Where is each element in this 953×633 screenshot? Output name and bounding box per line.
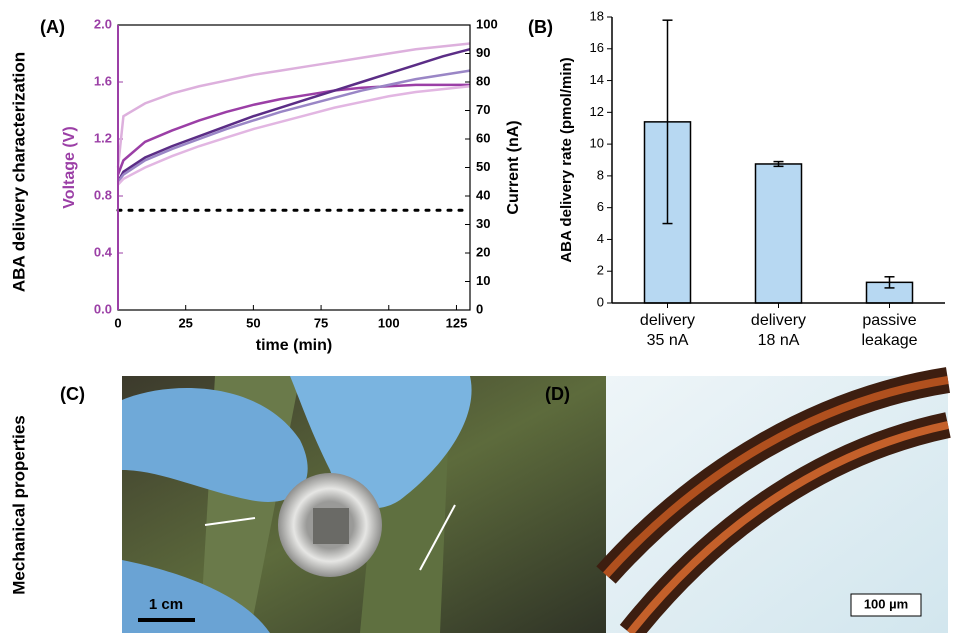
y2-tick-label: 90 bbox=[476, 45, 490, 60]
series-line bbox=[117, 85, 471, 186]
x-tick-label: passive leakage bbox=[861, 312, 918, 349]
y-tick-label: 14 bbox=[590, 72, 604, 87]
panel-label: (A) bbox=[40, 17, 65, 37]
y2-tick-label: 0 bbox=[476, 301, 483, 316]
y-tick-label: 0 bbox=[597, 294, 604, 309]
panel-label: (D) bbox=[545, 384, 570, 404]
y2-tick-label: 70 bbox=[476, 102, 490, 117]
y-axis-label: Voltage (V) bbox=[61, 126, 78, 208]
y2-tick-label: 100 bbox=[476, 16, 498, 31]
x-tick-label: 100 bbox=[378, 315, 400, 330]
y2-tick-label: 50 bbox=[476, 159, 490, 174]
y-tick-label: 12 bbox=[590, 104, 604, 119]
x-tick-label: delivery 18 nA bbox=[750, 312, 807, 349]
x-tick-label: 0 bbox=[114, 315, 121, 330]
y-tick-label: 0.0 bbox=[94, 301, 112, 316]
bar bbox=[754, 163, 803, 304]
row-label: Mechanical properties bbox=[9, 415, 28, 595]
x-tick-label: 125 bbox=[446, 315, 468, 330]
series-line bbox=[117, 69, 471, 183]
y-tick-label: 1.2 bbox=[94, 130, 112, 145]
y-tick-label: 6 bbox=[597, 199, 604, 214]
y-tick-label: 18 bbox=[590, 8, 604, 23]
y2-tick-label: 80 bbox=[476, 73, 490, 88]
series-line bbox=[116, 48, 471, 183]
y2-tick-label: 30 bbox=[476, 216, 490, 231]
y-tick-label: 16 bbox=[590, 40, 604, 55]
y2-axis-label: Current (nA) bbox=[505, 120, 522, 214]
y-axis-label: ABA delivery rate (pmol/min) bbox=[558, 57, 575, 262]
y2-tick-label: 10 bbox=[476, 273, 490, 288]
row-label: ABA delivery characterization bbox=[9, 52, 28, 292]
y2-tick-label: 40 bbox=[476, 187, 490, 202]
y-tick-label: 4 bbox=[597, 231, 604, 246]
panel-label: (B) bbox=[528, 17, 553, 37]
y-tick-label: 2.0 bbox=[94, 16, 112, 31]
y-tick-label: 0.8 bbox=[94, 187, 112, 202]
scale-bar-label: 100 µm bbox=[864, 596, 908, 611]
photo-c bbox=[122, 376, 611, 633]
x-tick-label: 75 bbox=[314, 315, 328, 330]
y-tick-label: 1.6 bbox=[94, 73, 112, 88]
y-tick-label: 0.4 bbox=[94, 244, 113, 259]
panel-label: (C) bbox=[60, 384, 85, 404]
y-tick-label: 10 bbox=[590, 136, 604, 151]
series-line bbox=[116, 42, 471, 168]
x-axis-label: time (min) bbox=[256, 337, 332, 354]
y-tick-label: 8 bbox=[597, 167, 604, 182]
y2-tick-label: 60 bbox=[476, 130, 490, 145]
x-tick-label: 25 bbox=[178, 315, 192, 330]
y2-tick-label: 20 bbox=[476, 244, 490, 259]
photo-d bbox=[596, 367, 951, 633]
x-tick-label: 50 bbox=[246, 315, 260, 330]
scale-bar-label: 1 cm bbox=[149, 596, 183, 613]
x-tick-label: delivery 35 nA bbox=[639, 312, 696, 349]
series-line bbox=[116, 83, 470, 176]
y-tick-label: 2 bbox=[597, 263, 604, 278]
